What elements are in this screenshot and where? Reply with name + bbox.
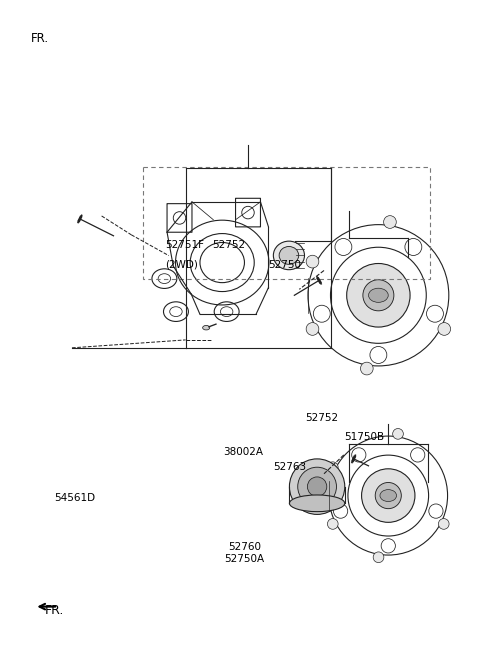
Ellipse shape xyxy=(289,495,345,512)
Ellipse shape xyxy=(438,323,451,335)
Circle shape xyxy=(363,279,394,311)
Text: 52752: 52752 xyxy=(305,413,338,422)
Ellipse shape xyxy=(306,323,319,335)
Circle shape xyxy=(405,239,422,255)
Circle shape xyxy=(370,346,387,363)
Circle shape xyxy=(361,469,415,522)
Ellipse shape xyxy=(393,428,403,440)
Circle shape xyxy=(410,448,425,462)
Ellipse shape xyxy=(307,477,327,497)
Circle shape xyxy=(313,305,330,322)
Circle shape xyxy=(347,264,410,327)
Ellipse shape xyxy=(373,552,384,563)
Text: 38002A: 38002A xyxy=(223,447,264,457)
Ellipse shape xyxy=(384,216,396,228)
Ellipse shape xyxy=(369,288,388,302)
Circle shape xyxy=(427,305,444,322)
Text: FR.: FR. xyxy=(44,604,64,617)
Circle shape xyxy=(334,504,348,518)
Text: 51750B: 51750B xyxy=(344,432,384,442)
Ellipse shape xyxy=(203,325,210,330)
Text: 52751F: 52751F xyxy=(165,239,204,250)
Circle shape xyxy=(375,482,401,508)
Bar xyxy=(143,167,430,279)
Ellipse shape xyxy=(306,255,319,268)
Ellipse shape xyxy=(298,467,336,506)
Circle shape xyxy=(335,239,352,255)
Text: 52750: 52750 xyxy=(268,260,301,270)
Text: 54561D: 54561D xyxy=(54,493,95,503)
Ellipse shape xyxy=(279,247,299,264)
Text: FR.: FR. xyxy=(31,32,49,45)
Ellipse shape xyxy=(327,462,338,472)
Text: 52760: 52760 xyxy=(228,542,261,552)
Circle shape xyxy=(352,448,366,462)
Circle shape xyxy=(429,504,443,518)
Ellipse shape xyxy=(273,241,304,270)
Ellipse shape xyxy=(438,519,449,529)
Ellipse shape xyxy=(380,489,396,502)
Text: (2WD): (2WD) xyxy=(165,260,198,270)
Ellipse shape xyxy=(360,362,373,375)
Text: 52750A: 52750A xyxy=(225,554,265,564)
Text: 52752: 52752 xyxy=(213,239,246,250)
Ellipse shape xyxy=(289,459,345,514)
Circle shape xyxy=(381,539,396,553)
Ellipse shape xyxy=(327,519,338,529)
Text: 52763: 52763 xyxy=(273,462,306,472)
